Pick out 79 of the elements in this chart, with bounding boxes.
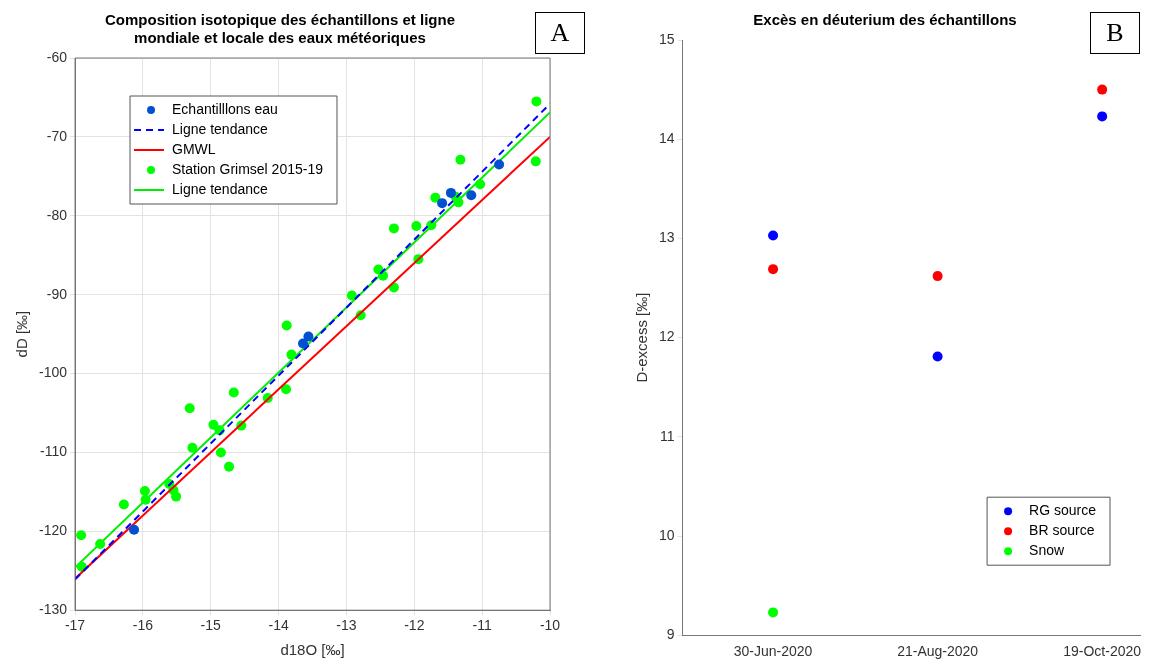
legend-label: Snow xyxy=(1029,542,1065,559)
point xyxy=(281,320,292,331)
y-tick-label: -110 xyxy=(40,443,68,460)
point xyxy=(118,499,129,510)
x-tick-label: -15 xyxy=(200,617,222,634)
point xyxy=(208,419,219,430)
point xyxy=(768,264,779,275)
point xyxy=(388,223,399,234)
y-tick-label: 14 xyxy=(658,130,675,147)
x-tick-label: 30-Jun-2020 xyxy=(733,643,813,660)
point xyxy=(475,179,486,190)
y-tick-label: -120 xyxy=(38,522,68,539)
point xyxy=(346,290,357,301)
point xyxy=(281,384,292,395)
point xyxy=(1097,111,1108,122)
chart-title: Excès en déuterium des échantillons xyxy=(753,11,1017,29)
y-axis-title: dD [‰] xyxy=(13,310,31,358)
point xyxy=(139,486,150,497)
point xyxy=(411,221,422,232)
point xyxy=(932,351,943,362)
point xyxy=(140,494,151,505)
point xyxy=(1097,84,1108,95)
chart-title: Composition isotopique des échantillons et ligne mondiale et locale des eaux météoriques xyxy=(104,11,456,47)
y-tick-label: 15 xyxy=(658,30,675,47)
annotation: B xyxy=(1090,12,1140,54)
point xyxy=(187,442,198,453)
y-axis-title: D-excess [‰] xyxy=(633,292,651,383)
point xyxy=(171,491,182,502)
point xyxy=(453,197,464,208)
point xyxy=(437,198,448,209)
y-tick-label: 11 xyxy=(660,427,675,444)
point xyxy=(228,387,239,398)
y-tick-label: 13 xyxy=(658,229,675,246)
y-tick-label: -90 xyxy=(46,285,68,302)
point xyxy=(286,349,297,360)
y-tick-label: -60 xyxy=(46,48,68,65)
text: A xyxy=(535,12,585,54)
legend-label: Ligne tendance xyxy=(172,180,268,197)
y-tick-label: -130 xyxy=(38,601,68,618)
legend-label: Echantilllons eau xyxy=(172,100,278,117)
point xyxy=(129,524,140,535)
x-tick-label: 21-Aug-2020 xyxy=(897,643,979,660)
point xyxy=(445,187,456,198)
x-tick-label: -12 xyxy=(404,617,425,634)
y-tick-label: -70 xyxy=(46,127,68,144)
x-tick-label: -17 xyxy=(64,617,86,634)
point xyxy=(494,159,505,170)
point xyxy=(455,154,466,165)
point xyxy=(531,96,542,107)
point xyxy=(303,331,314,342)
x-tick-label: -14 xyxy=(268,617,289,634)
y-tick-label: -80 xyxy=(46,206,68,223)
x-axis-title: d18O [‰] xyxy=(280,641,345,659)
point xyxy=(76,530,87,541)
legend-label: Station Grimsel 2015-19 xyxy=(172,160,324,177)
x-tick-label: -16 xyxy=(132,617,154,634)
x-tick-label: -10 xyxy=(539,617,561,634)
x-tick-label: -11 xyxy=(472,617,492,634)
legend-label: RG source xyxy=(1029,502,1097,519)
point xyxy=(224,461,235,472)
point xyxy=(95,538,106,549)
legend-label: Ligne tendance xyxy=(172,120,268,137)
y-tick-label: 10 xyxy=(658,526,675,543)
point xyxy=(932,271,943,282)
y-tick-label: 9 xyxy=(666,626,675,643)
legend-label: BR source xyxy=(1029,522,1095,539)
y-tick-label: -100 xyxy=(38,364,68,381)
point xyxy=(768,607,779,618)
y-tick-label: 12 xyxy=(658,328,675,345)
point xyxy=(215,447,226,458)
x-tick-label: -13 xyxy=(336,617,357,634)
point xyxy=(298,338,309,349)
x-tick-label: 19-Oct-2020 xyxy=(1063,643,1142,660)
point xyxy=(184,403,195,414)
point xyxy=(466,190,477,201)
point xyxy=(430,192,441,203)
point xyxy=(768,230,779,241)
legend-label: GMWL xyxy=(172,140,216,157)
point xyxy=(530,156,541,167)
